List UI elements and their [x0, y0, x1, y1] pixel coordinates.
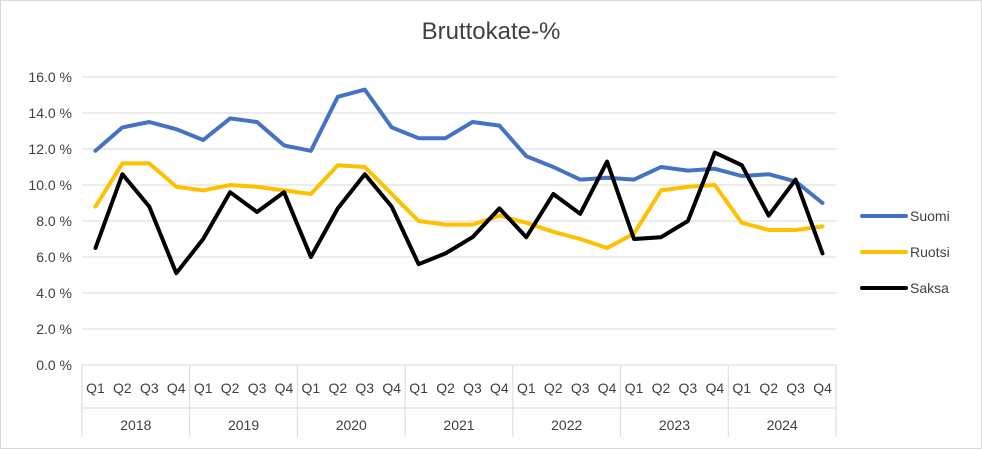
- x-tick-label-quarter: Q2: [221, 380, 240, 396]
- x-tick-label-quarter: Q3: [786, 380, 805, 396]
- x-tick-label-quarter: Q1: [625, 380, 644, 396]
- y-tick-label: 4.0 %: [36, 285, 72, 301]
- x-tick-label-quarter: Q2: [544, 380, 563, 396]
- x-tick-label-quarter: Q4: [167, 380, 186, 396]
- series-line-suomi: [93, 87, 825, 205]
- x-tick-label-quarter: Q1: [409, 380, 428, 396]
- legend-label-ruotsi: Ruotsi: [910, 244, 950, 260]
- legend: Suomi Ruotsi Saksa: [860, 208, 950, 296]
- x-tick-label-quarter: Q4: [705, 380, 724, 396]
- x-tick-label-quarter: Q3: [571, 380, 590, 396]
- y-tick-label: 2.0 %: [36, 321, 72, 337]
- x-tick-label-quarter: Q3: [140, 380, 159, 396]
- series-lines: [93, 87, 825, 276]
- y-tick-label: 10.0 %: [28, 177, 72, 193]
- x-tick-label-quarter: Q1: [302, 380, 321, 396]
- y-tick-label: 8.0 %: [36, 213, 72, 229]
- x-tick-label-quarter: Q2: [436, 380, 455, 396]
- x-tick-label-year: 2018: [120, 417, 151, 433]
- x-tick-label-quarter: Q3: [248, 380, 267, 396]
- y-tick-label: 14.0 %: [28, 105, 72, 121]
- y-tick-label: 0.0 %: [36, 357, 72, 373]
- x-tick-label-quarter: Q2: [328, 380, 347, 396]
- x-tick-label-quarter: Q1: [517, 380, 536, 396]
- series-line-saksa: [93, 150, 825, 276]
- x-tick-label-quarter: Q3: [679, 380, 698, 396]
- x-tick-label-quarter: Q4: [598, 380, 617, 396]
- y-axis: 0.0 % 2.0 % 4.0 % 6.0 % 8.0 % 10.0 % 12.0 % 14.…: [28, 69, 72, 373]
- x-tick-label-year: 2023: [659, 417, 690, 433]
- x-tick-label-year: 2020: [336, 417, 367, 433]
- y-tick-label: 12.0 %: [28, 141, 72, 157]
- gridlines: [82, 76, 836, 366]
- x-axis: Q1 Q2 Q3 Q4 Q1 Q2 Q3 Q4 Q1 Q2 Q3 Q4 Q1 Q2 Q3 Q4 Q1 Q2 Q3 Q4…: [81, 364, 837, 437]
- x-tick-label-quarter: Q3: [463, 380, 482, 396]
- legend-label-saksa: Saksa: [910, 280, 949, 296]
- chart-title: Bruttokate-%: [421, 18, 561, 45]
- x-tick-label-quarter: Q1: [194, 380, 213, 396]
- x-tick-label-quarter: Q4: [275, 380, 294, 396]
- x-tick-label-quarter: Q2: [652, 380, 671, 396]
- x-tick-label-quarter: Q4: [382, 380, 401, 396]
- x-tick-label-quarter: Q3: [355, 380, 374, 396]
- x-tick-label-year: 2021: [443, 417, 474, 433]
- x-tick-label-quarter: Q4: [490, 380, 509, 396]
- legend-label-suomi: Suomi: [910, 208, 950, 224]
- y-tick-label: 16.0 %: [28, 69, 72, 85]
- x-tick-label-year: 2024: [767, 417, 798, 433]
- y-tick-label: 6.0 %: [36, 249, 72, 265]
- x-tick-label-quarter: Q2: [759, 380, 778, 396]
- x-tick-label-quarter: Q1: [86, 380, 105, 396]
- x-tick-label-year: 2019: [228, 417, 259, 433]
- x-tick-label-quarter: Q4: [813, 380, 832, 396]
- x-tick-label-year: 2022: [551, 417, 582, 433]
- x-tick-label-quarter: Q2: [113, 380, 132, 396]
- x-tick-label-quarter: Q1: [732, 380, 751, 396]
